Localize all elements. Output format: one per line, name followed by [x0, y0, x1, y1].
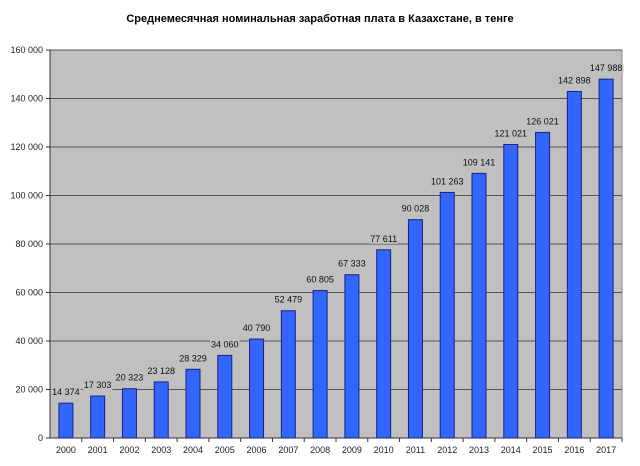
x-tick-label: 2003 — [151, 445, 171, 455]
data-label-bg — [146, 365, 176, 376]
x-tick-label: 2007 — [278, 445, 298, 455]
data-label-2014: 121 021 — [495, 129, 528, 139]
data-label-bg — [493, 128, 529, 139]
x-tick-label: 2017 — [596, 445, 616, 455]
data-label-2002: 20 323 — [116, 373, 144, 383]
y-tick-label: 140 000 — [10, 94, 43, 104]
data-label-bg — [400, 203, 431, 214]
bar-2002 — [121, 388, 137, 439]
x-tick-label: 2006 — [247, 445, 267, 455]
bar-2012 — [439, 191, 455, 439]
data-label-bg — [557, 75, 592, 86]
data-label-2017: 147 988 — [590, 63, 623, 73]
data-label-2016: 142 898 — [558, 75, 591, 85]
data-label-2010: 77 611 — [370, 234, 397, 244]
bar-2009 — [344, 274, 360, 439]
x-tick-label: 2016 — [564, 445, 584, 455]
data-label-2000: 14 374 — [52, 387, 80, 397]
data-label-2006: 40 790 — [243, 323, 271, 333]
x-tick-label: 2000 — [56, 445, 76, 455]
bar-2015 — [535, 131, 551, 439]
bar-2014 — [503, 144, 519, 439]
x-tick-label: 2001 — [88, 445, 108, 455]
data-label-bg — [461, 157, 497, 168]
data-label-bg — [210, 339, 240, 350]
data-label-bg — [178, 353, 208, 364]
x-tick-label: 2005 — [215, 445, 235, 455]
x-tick-label: 2015 — [533, 445, 553, 455]
bar-2017 — [598, 78, 614, 439]
data-label-2009: 67 333 — [338, 259, 366, 269]
y-tick-label: 0 — [38, 433, 43, 443]
data-label-2007: 52 479 — [275, 295, 303, 305]
data-label-2008: 60 805 — [306, 275, 334, 285]
chart-title: Среднемесячная номинальная заработная пл… — [126, 13, 514, 25]
data-label-2012: 101 263 — [431, 176, 464, 186]
bar-2016 — [566, 90, 582, 439]
x-tick-label: 2004 — [183, 445, 203, 455]
bar-2004 — [185, 368, 201, 439]
data-label-bg — [241, 323, 272, 334]
data-label-2001: 17 303 — [84, 380, 112, 390]
data-label-bg — [429, 176, 465, 187]
x-tick-label: 2011 — [406, 445, 425, 455]
data-label-bg — [82, 380, 113, 391]
bar-2011 — [407, 219, 423, 439]
data-label-bg — [273, 294, 304, 305]
x-tick-label: 2002 — [119, 445, 139, 455]
bar-2003 — [153, 381, 169, 439]
data-label-2004: 28 329 — [179, 353, 207, 363]
y-tick-label: 120 000 — [10, 142, 43, 152]
bar-2008 — [312, 290, 328, 439]
y-tick-label: 100 000 — [10, 191, 43, 201]
bar-2001 — [90, 395, 106, 439]
data-label-bg — [525, 116, 560, 127]
y-tick-label: 80 000 — [15, 239, 43, 249]
data-label-2011: 90 028 — [402, 204, 430, 214]
bar-2007 — [280, 310, 296, 439]
data-label-bg — [305, 274, 335, 285]
data-label-2003: 23 128 — [147, 366, 175, 376]
data-label-bg — [51, 387, 81, 398]
bar-2000 — [58, 402, 74, 439]
x-tick-label: 2012 — [437, 445, 457, 455]
data-label-bg — [588, 63, 624, 74]
x-tick-label: 2008 — [310, 445, 330, 455]
y-tick-label: 160 000 — [10, 45, 43, 55]
data-label-2015: 126 021 — [526, 116, 559, 126]
y-tick-label: 20 000 — [15, 385, 43, 395]
x-tick-label: 2009 — [342, 445, 362, 455]
bar-2013 — [471, 172, 487, 439]
bar-2006 — [249, 338, 265, 439]
bar-2005 — [217, 354, 233, 439]
bar-2010 — [376, 249, 392, 439]
data-label-2005: 34 060 — [211, 339, 239, 349]
y-tick-label: 40 000 — [15, 336, 43, 346]
data-label-2013: 109 141 — [463, 157, 496, 167]
x-tick-label: 2013 — [469, 445, 489, 455]
data-label-bg — [369, 233, 399, 244]
data-label-bg — [114, 372, 145, 383]
data-label-bg — [337, 258, 367, 269]
y-tick-label: 60 000 — [15, 288, 43, 298]
x-tick-label: 2014 — [501, 445, 521, 455]
x-tick-label: 2010 — [374, 445, 394, 455]
